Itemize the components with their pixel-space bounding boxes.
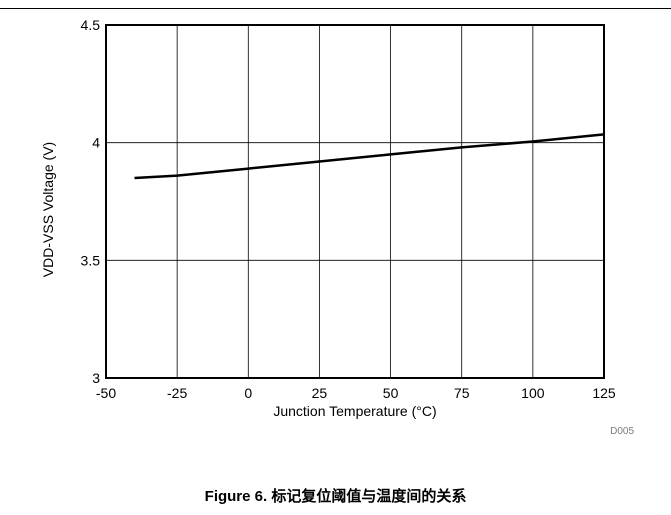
grid-lines	[106, 25, 604, 378]
y-tick-label: 3.5	[81, 252, 101, 268]
y-axis-label: VDD-VSS Voltage (V)	[40, 142, 56, 277]
x-tick-label: 0	[244, 385, 252, 401]
series-group	[134, 133, 605, 180]
x-axis-label: Junction Temperature (°C)	[273, 403, 436, 419]
x-tick-label: 50	[383, 385, 399, 401]
x-tick-labels: -50 -25 0 25 50 75 100 125	[96, 385, 616, 401]
figure-caption: Figure 6. 标记复位阈值与温度间的关系	[204, 488, 467, 505]
x-tick-label: -25	[167, 385, 187, 401]
y-tick-label: 3	[92, 370, 100, 386]
series-line-1	[134, 133, 605, 180]
y-tick-label: 4	[92, 135, 100, 151]
x-tick-label: 25	[312, 385, 328, 401]
top-rule	[0, 8, 671, 9]
x-tick-label: 75	[454, 385, 470, 401]
plot-frame	[105, 24, 605, 379]
figure-id: D005	[610, 426, 634, 437]
x-tick-label: -50	[96, 385, 116, 401]
x-tick-label: 125	[592, 385, 616, 401]
chart: -50 -25 0 25 50 75 100 125 3 3.5 4 4.5 Junction Te…	[40, 17, 634, 437]
y-tick-label: 4.5	[81, 17, 101, 33]
x-tick-label: 100	[521, 385, 545, 401]
y-tick-labels: 3 3.5 4 4.5	[81, 17, 101, 386]
